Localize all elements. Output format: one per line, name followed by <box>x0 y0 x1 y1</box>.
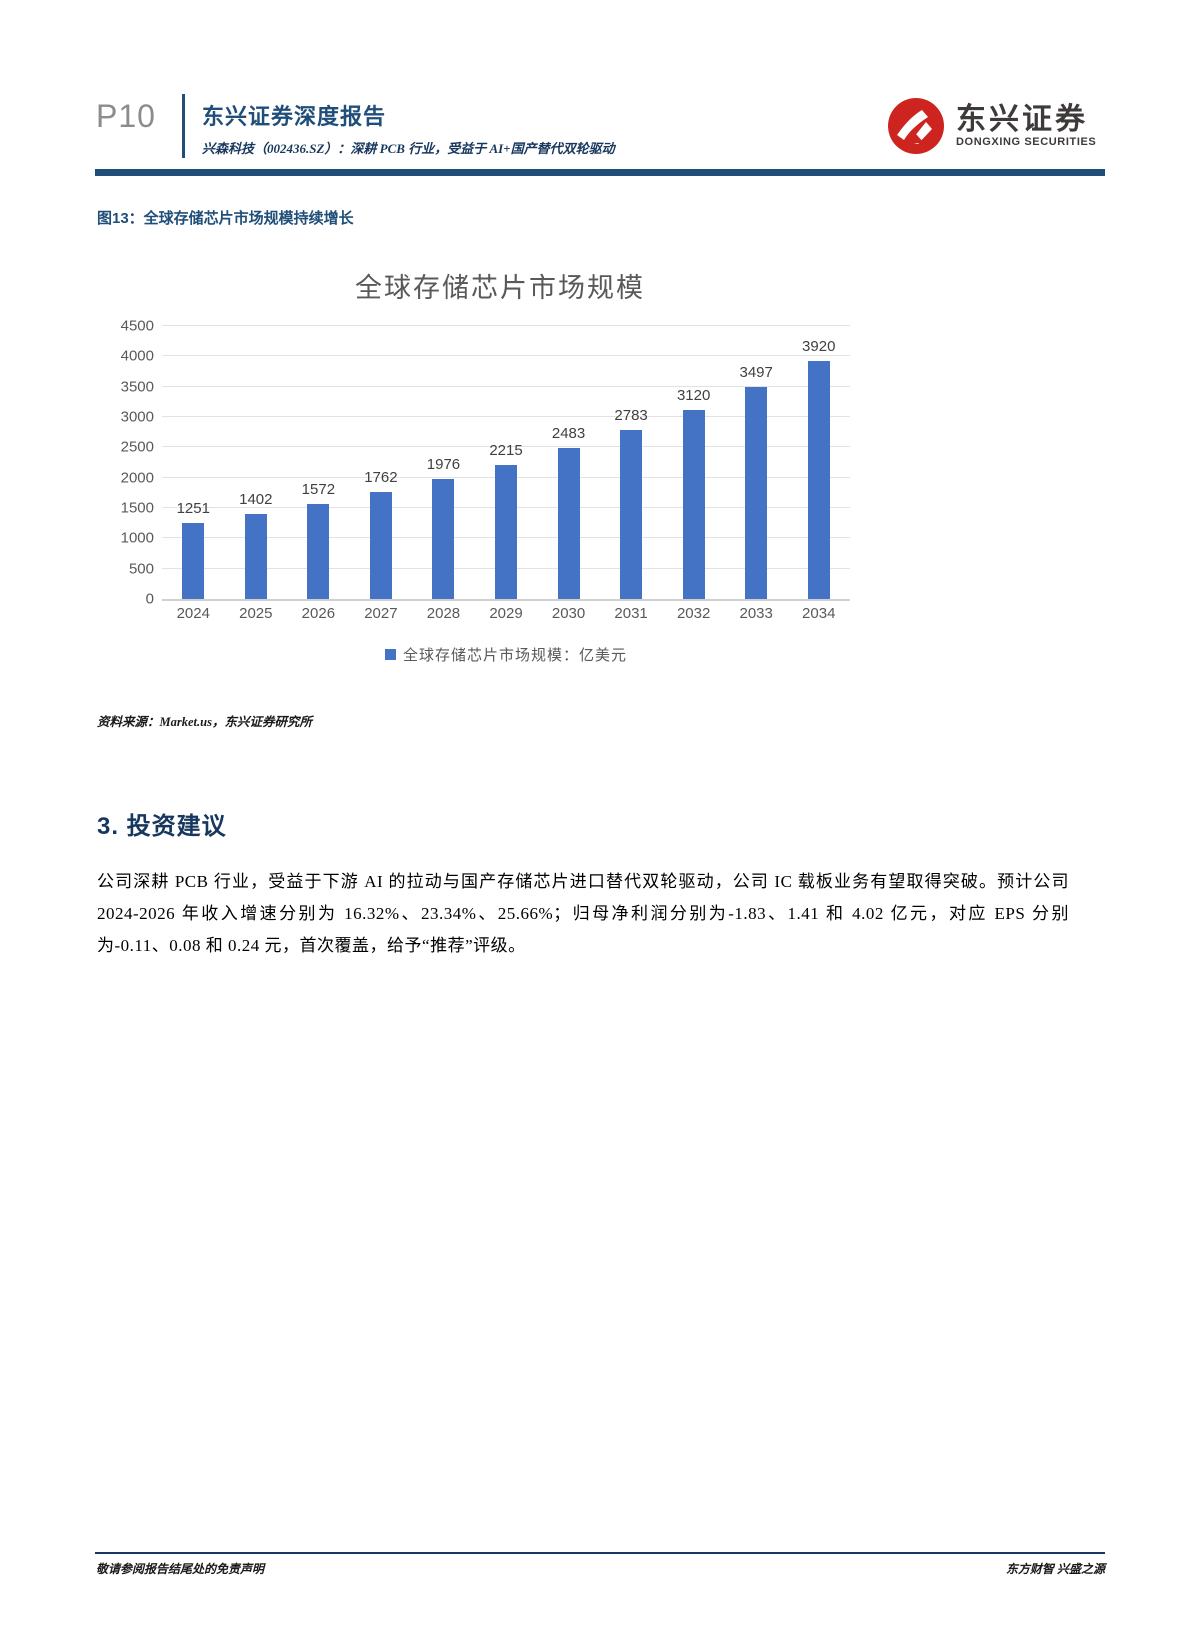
x-tick-label: 2024 <box>176 605 210 622</box>
figure-caption: 图13：全球存储芯片市场规模持续增长 <box>97 210 354 227</box>
bar-group: 1251 <box>162 326 225 599</box>
chart-plot: 1251 1402 1572 1762 1976 2215 2483 2783 3120 3497… <box>162 325 850 601</box>
bar <box>807 361 830 599</box>
bar-group: 3120 <box>662 326 725 599</box>
bar-value-label: 3920 <box>802 338 836 356</box>
bar-group: 1762 <box>350 326 413 599</box>
chart-legend: 全球存储芯片市场规模：亿美元 <box>162 644 850 665</box>
bar-group: 2215 <box>475 326 538 599</box>
bar <box>244 513 267 599</box>
bar <box>745 386 768 599</box>
bar-value-label: 1251 <box>176 500 210 518</box>
bar-value-label: 1762 <box>364 469 398 487</box>
chart-x-axis: 2024 2025 2026 2027 2028 2029 2030 2031 2032 2033… <box>162 605 850 622</box>
bar-group: 3497 <box>725 326 788 599</box>
bar <box>432 479 455 599</box>
section-heading: 3. 投资建议 <box>97 813 227 840</box>
bar-value-label: 1402 <box>239 490 273 508</box>
page-number: P10 <box>96 98 156 134</box>
gridline <box>162 355 850 357</box>
y-tick-label: 0 <box>145 590 154 608</box>
legend-label: 全球存储芯片市场规模：亿美元 <box>402 647 627 664</box>
y-tick-label: 3000 <box>120 408 154 426</box>
bar-group: 2783 <box>600 326 663 599</box>
x-tick-label: 2031 <box>614 605 648 622</box>
legend-swatch <box>384 649 396 660</box>
bar-group: 1572 <box>287 326 350 599</box>
y-tick-label: 500 <box>128 560 154 578</box>
logo-text-cn: 东兴证券 <box>956 103 1088 136</box>
bar-value-label: 1572 <box>301 480 336 498</box>
footer-disclaimer: 敬请参阅报告结尾处的免责声明 <box>96 1562 265 1576</box>
bar <box>182 523 205 599</box>
x-tick-label: 2033 <box>739 605 773 622</box>
header-rule <box>95 169 1105 176</box>
y-tick-label: 4500 <box>120 317 154 335</box>
bar-value-label: 2483 <box>551 425 586 443</box>
bar <box>495 464 517 599</box>
gridline <box>162 385 850 387</box>
bar <box>620 430 643 599</box>
footer-rule <box>95 1552 1105 1554</box>
bar-group: 2483 <box>537 326 600 599</box>
gridline <box>162 446 850 448</box>
y-tick-label: 2500 <box>120 438 154 456</box>
bar-group: 1976 <box>412 326 475 599</box>
gridline <box>162 416 850 417</box>
x-tick-label: 2029 <box>489 605 523 622</box>
bar <box>307 503 330 599</box>
bar <box>682 409 705 599</box>
x-tick-label: 2034 <box>802 605 836 622</box>
bar-value-label: 1976 <box>426 456 461 474</box>
logo-text-en: DONGXING SECURITIES <box>956 136 1097 148</box>
chart-y-axis: 0 500 1000 1500 2000 2500 3000 3500 4000 4500 <box>100 318 154 608</box>
company-logo: 东兴证券 DONGXING SECURITIES <box>886 96 1096 156</box>
bar-value-label: 3120 <box>676 386 711 404</box>
y-tick-label: 4000 <box>120 347 154 365</box>
x-tick-label: 2028 <box>426 605 461 622</box>
bar <box>557 448 580 599</box>
bar <box>369 492 392 599</box>
chart: 全球存储芯片市场规模 0 500 1000 1500 2000 2500 3000 3500 4… <box>100 258 900 688</box>
y-tick-label: 1500 <box>120 499 154 517</box>
bar-group: 1402 <box>225 326 288 599</box>
footer-slogan: 东方财智 兴盛之源 <box>1005 1562 1105 1576</box>
x-tick-label: 2025 <box>239 605 273 622</box>
x-tick-label: 2032 <box>676 605 711 622</box>
x-tick-label: 2027 <box>364 605 398 622</box>
report-type-title: 东兴证券深度报告 <box>202 104 387 129</box>
bar-value-label: 2215 <box>489 441 523 459</box>
chart-title: 全球存储芯片市场规模 <box>355 273 645 303</box>
x-tick-label: 2026 <box>301 605 336 622</box>
bar-value-label: 3497 <box>739 363 773 381</box>
bar-value-label: 2783 <box>614 407 648 425</box>
report-subtitle: 兴森科技（002436.SZ）：深耕 PCB 行业，受益于 AI+国产替代双轮驱… <box>202 141 615 156</box>
x-tick-label: 2030 <box>551 605 586 622</box>
bar-group: 3920 <box>787 326 850 599</box>
gridline <box>162 325 850 326</box>
y-tick-label: 2000 <box>120 469 154 487</box>
logo-text: 东兴证券 DONGXING SECURITIES <box>956 103 1097 149</box>
y-tick-label: 1000 <box>120 529 154 547</box>
source-note: 资料来源：Market.us，东兴证券研究所 <box>97 715 312 729</box>
dongxing-logo-icon <box>888 98 944 154</box>
body-paragraph: 公司深耕 PCB 行业，受益于下游 AI 的拉动与国产存储芯片进口替代双轮驱动，… <box>97 872 1069 955</box>
header-divider <box>182 94 185 158</box>
y-tick-label: 3500 <box>120 378 154 396</box>
